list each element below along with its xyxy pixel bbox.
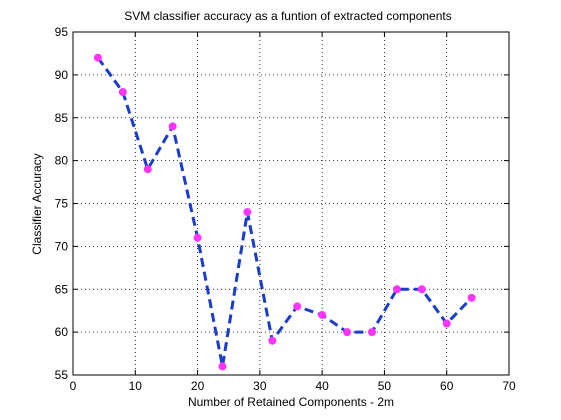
data-point-12 [143, 165, 152, 174]
data-point-16 [168, 122, 177, 131]
data-point-28 [243, 208, 252, 217]
data-point-56 [417, 285, 426, 294]
y-tick-label-70: 70 [55, 239, 69, 253]
x-tick-label-50: 50 [378, 379, 392, 393]
y-tick-label-95: 95 [55, 25, 69, 39]
chart-title: SVM classifier accuracy as a funtion of … [124, 9, 452, 23]
y-tick-label-60: 60 [55, 325, 69, 339]
y-tick-label-75: 75 [55, 197, 69, 211]
x-axis-label: Number of Retained Components - 2m [188, 395, 394, 409]
x-tick-label-70: 70 [502, 379, 516, 393]
series-lines [96, 56, 473, 368]
ticks [72, 31, 510, 376]
x-tick-label-30: 30 [253, 379, 267, 393]
data-point-64 [467, 293, 476, 302]
y-tick-label-65: 65 [55, 282, 69, 296]
data-point-44 [343, 328, 352, 337]
x-tick-label-0: 0 [70, 379, 77, 393]
y-tick-label-55: 55 [55, 368, 69, 382]
data-point-32 [268, 336, 277, 345]
x-tick-labels: 0 10 20 30 40 50 60 70 [70, 379, 516, 393]
data-point-60 [442, 319, 451, 328]
data-point-48 [367, 328, 376, 337]
x-tick-label-10: 10 [129, 379, 143, 393]
x-tick-label-20: 20 [191, 379, 205, 393]
y-tick-label-90: 90 [55, 68, 69, 82]
y-tick-label-80: 80 [55, 154, 69, 168]
x-tick-label-40: 40 [315, 379, 329, 393]
series-points [93, 53, 476, 371]
data-point-36 [293, 302, 302, 311]
data-point-20 [193, 233, 202, 242]
data-point-40 [318, 310, 327, 319]
data-point-4 [93, 53, 102, 62]
series-line-0 [96, 56, 473, 368]
data-point-24 [218, 362, 227, 371]
data-point-52 [392, 285, 401, 294]
y-axis-label: Classifier Accuracy [30, 153, 44, 254]
y-tick-label-85: 85 [55, 111, 69, 125]
y-tick-labels: 55 60 65 70 75 80 85 90 95 [55, 25, 69, 382]
x-tick-label-60: 60 [440, 379, 454, 393]
data-point-8 [118, 88, 127, 97]
